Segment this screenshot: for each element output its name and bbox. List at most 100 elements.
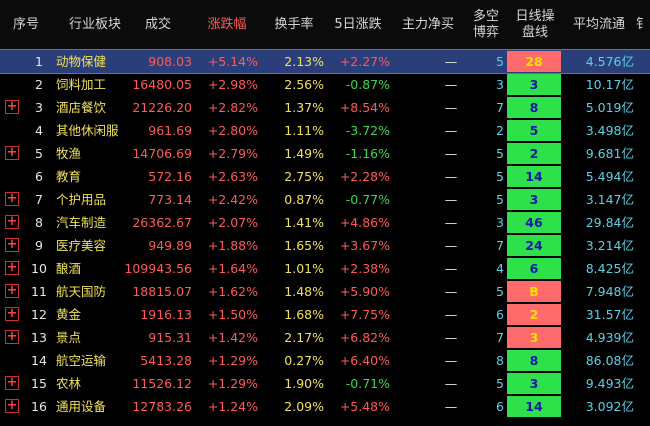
- volume-value: 18815.07: [132, 284, 192, 299]
- header-bull-bear[interactable]: 多空 博弈: [466, 0, 506, 50]
- volume-value: 961.69: [148, 123, 192, 138]
- table-row[interactable]: +16 通用设备 12783.26 +1.24% 2.09% +5.48% — 6 14 3.09…: [0, 395, 650, 418]
- turnover-rate: 1.90%: [284, 376, 324, 391]
- avg-float-value: 4.939亿: [585, 330, 634, 345]
- bull-bear-value: 6: [496, 399, 504, 414]
- table-row[interactable]: +8 汽车制造 26362.67 +2.07% 1.41% +4.86% — 3 46 29.84…: [0, 211, 650, 234]
- avg-float-value: 5.494亿: [585, 169, 634, 184]
- table-row[interactable]: +15 农林 11526.12 +1.29% 1.90% -0.71% — 5 3 9.493亿: [0, 372, 650, 395]
- volume-value: 14706.69: [132, 146, 192, 161]
- table-row[interactable]: 2 饲料加工 16480.05 +2.98% 2.56% -0.87% — 3 3 10.17亿: [0, 73, 650, 96]
- net-inflow: —: [444, 192, 458, 207]
- change-percent: +1.50%: [207, 307, 258, 322]
- expand-plus-icon[interactable]: +: [5, 398, 19, 413]
- daily-line-badge[interactable]: 2: [507, 304, 561, 325]
- header-net-inflow[interactable]: 主力净买: [401, 17, 454, 32]
- bull-bear-value: 5: [496, 146, 504, 161]
- row-index: 6: [35, 169, 43, 184]
- change-percent: +2.42%: [207, 192, 258, 207]
- sector-name[interactable]: 农林: [56, 376, 82, 391]
- daily-line-badge[interactable]: B: [507, 281, 561, 302]
- daily-line-badge[interactable]: 46: [507, 212, 561, 233]
- sector-name[interactable]: 酿酒: [56, 261, 82, 276]
- sector-name[interactable]: 牧渔: [56, 146, 82, 161]
- table-row[interactable]: +13 景点 915.31 +1.42% 2.17% +6.82% — 7 3 4.939亿: [0, 326, 650, 349]
- volume-value: 572.16: [148, 169, 192, 184]
- sector-name[interactable]: 医疗美容: [56, 238, 107, 253]
- expand-plus-icon[interactable]: +: [5, 375, 19, 390]
- expand-plus-icon[interactable]: +: [5, 99, 19, 114]
- sector-name[interactable]: 个护用品: [56, 192, 107, 207]
- table-row[interactable]: +5 牧渔 14706.69 +2.79% 1.49% -1.16% —5 2 9.681亿: [0, 142, 650, 165]
- header-index[interactable]: 序号: [12, 17, 39, 32]
- sector-name[interactable]: 教育: [56, 169, 82, 184]
- sector-name[interactable]: 航空运输: [56, 353, 107, 368]
- header-change[interactable]: 涨跌幅: [207, 17, 247, 32]
- table-row[interactable]: +11 航天国防 18815.07 +1.62% 1.48% +5.90% — 5 B 7.948…: [0, 280, 650, 303]
- daily-line-badge[interactable]: 8: [507, 97, 561, 118]
- table-row[interactable]: +12 黄金 1916.13 +1.50% 1.68% +7.75% — 6 2 31.57亿: [0, 303, 650, 326]
- turnover-rate: 1.49%: [284, 146, 324, 161]
- header-daily-line[interactable]: 日线操 盘线: [506, 0, 564, 50]
- sector-name[interactable]: 其他休闲服: [56, 123, 119, 138]
- expand-plus-icon[interactable]: +: [5, 214, 19, 229]
- sector-name[interactable]: 动物保健: [56, 54, 107, 69]
- header-avg-float[interactable]: 平均流通: [572, 17, 625, 32]
- table-row[interactable]: 6 教育 572.16 +2.63% 2.75% +2.28% — 5 14 5.494亿: [0, 165, 650, 188]
- daily-line-badge[interactable]: 24: [507, 235, 561, 256]
- expand-plus-icon[interactable]: +: [5, 329, 19, 344]
- expand-plus-icon[interactable]: +: [5, 306, 19, 321]
- change-percent: +2.98%: [207, 77, 258, 92]
- bull-bear-value: 4: [496, 261, 504, 276]
- turnover-rate: 0.27%: [284, 353, 324, 368]
- sector-name[interactable]: 汽车制造: [56, 215, 107, 230]
- row-index: 4: [35, 123, 43, 138]
- avg-float-value: 7.948亿: [585, 284, 634, 299]
- table-row[interactable]: 4 其他休闲服 961.69 +2.80% 1.11% -3.72% — 2 5 3.498亿: [0, 119, 650, 142]
- daily-line-badge[interactable]: 14: [507, 166, 561, 187]
- avg-float-value: 4.576亿: [585, 54, 634, 69]
- net-inflow: —: [444, 238, 458, 253]
- daily-line-badge[interactable]: 6: [507, 258, 561, 279]
- table-row[interactable]: 1 动物保健 908.03 +5.14% 2.13% +2.27% — 5 28 4.576亿: [0, 49, 650, 74]
- expand-plus-icon[interactable]: +: [5, 145, 19, 160]
- daily-line-badge[interactable]: 14: [507, 396, 561, 417]
- table-row[interactable]: 14 航空运输 5413.28 +1.29% 0.27% +6.40% — 8 8 86.08亿: [0, 349, 650, 372]
- daily-line-badge[interactable]: 5: [507, 120, 561, 141]
- sector-name[interactable]: 景点: [56, 330, 82, 345]
- table-row[interactable]: +3 酒店餐饮 21226.20 +2.82% 1.37% +8.54% — 7 8 5.019亿: [0, 96, 650, 119]
- expand-plus-icon[interactable]: +: [5, 260, 19, 275]
- daily-line-badge[interactable]: 2: [507, 143, 561, 164]
- sector-name[interactable]: 航天国防: [56, 284, 107, 299]
- volume-value: 915.31: [148, 330, 192, 345]
- daily-line-badge[interactable]: 3: [507, 327, 561, 348]
- expand-plus-icon[interactable]: +: [5, 191, 19, 206]
- avg-float-value: 3.092亿: [585, 399, 634, 414]
- sector-name[interactable]: 饲料加工: [56, 77, 107, 92]
- expand-plus-icon[interactable]: +: [5, 283, 19, 298]
- volume-value: 12783.26: [132, 399, 192, 414]
- header-five-day[interactable]: 5日涨跌: [334, 17, 382, 32]
- daily-line-badge[interactable]: 3: [507, 189, 561, 210]
- header-volume[interactable]: 成交: [144, 17, 171, 32]
- header-sector[interactable]: 行业板块: [68, 17, 121, 32]
- sector-name[interactable]: 酒店餐饮: [56, 100, 107, 115]
- table-row[interactable]: +9 医疗美容 949.89 +1.88% 1.65% +3.67% — 7 24 3.214亿: [0, 234, 650, 257]
- five-day-change: -0.77%: [345, 192, 390, 207]
- sector-name[interactable]: 黄金: [56, 307, 82, 322]
- daily-line-badge[interactable]: 8: [507, 350, 561, 371]
- header-daily-line2: 盘线: [521, 25, 548, 40]
- header-turnover[interactable]: 换手率: [274, 17, 314, 32]
- expand-plus-icon[interactable]: +: [5, 237, 19, 252]
- daily-line-badge[interactable]: 28: [507, 51, 561, 72]
- bull-bear-value: 3: [496, 77, 504, 92]
- daily-line-badge[interactable]: 3: [507, 373, 561, 394]
- sector-name[interactable]: 通用设备: [56, 399, 107, 414]
- table-row[interactable]: +10 酿酒 109943.56 +1.64% 1.01% +2.38% — 4 6 8.425亿: [0, 257, 650, 280]
- table-row[interactable]: +7 个护用品 773.14 +2.42% 0.87% -0.77% — 5 3 3.147亿: [0, 188, 650, 211]
- daily-line-badge[interactable]: 3: [507, 74, 561, 95]
- bull-bear-value: 3: [496, 215, 504, 230]
- change-percent: +1.29%: [207, 353, 258, 368]
- table-header: 序号 行业板块 成交 涨跌幅 换手率 5日涨跌 主力净买 多空 博弈 日线操 盘…: [0, 0, 650, 50]
- header-truncated[interactable]: 钅: [636, 17, 650, 32]
